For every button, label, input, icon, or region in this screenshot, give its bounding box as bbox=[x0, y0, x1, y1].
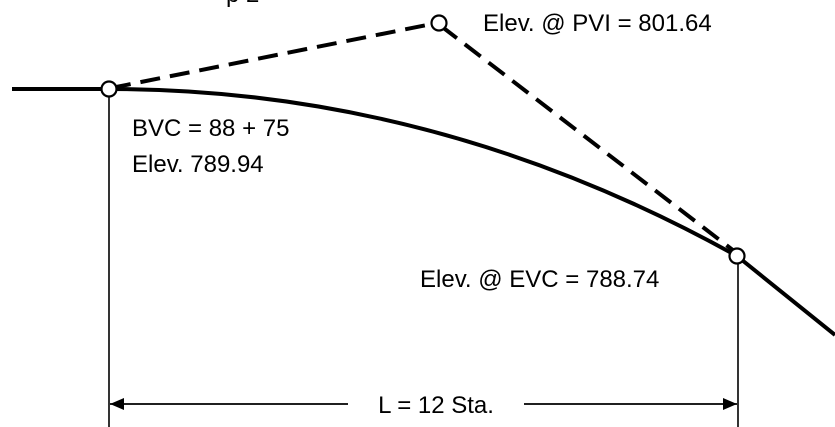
bvc-point-marker bbox=[100, 80, 118, 98]
pvi-point-marker bbox=[430, 14, 448, 32]
curve-length-label: L = 12 Sta. bbox=[378, 392, 494, 419]
bvc-elevation-label: Elev. 789.94 bbox=[132, 151, 264, 178]
back-tangent-dashed-line bbox=[110, 21, 438, 90]
evc-elevation-label: Elev. @ EVC = 788.74 bbox=[420, 266, 659, 293]
length-left-arrowhead-icon bbox=[110, 398, 124, 410]
forward-tangent-dashed-line bbox=[439, 24, 736, 253]
pvi-elevation-label: Elev. @ PVI = 801.64 bbox=[483, 10, 712, 37]
top-clipped-text: p 2 bbox=[226, 0, 259, 8]
bvc-station-label: BVC = 88 + 75 bbox=[132, 115, 289, 142]
evc-point-marker bbox=[728, 247, 746, 265]
length-right-arrowhead-icon bbox=[723, 398, 737, 410]
grade-curve-line bbox=[12, 87, 835, 337]
